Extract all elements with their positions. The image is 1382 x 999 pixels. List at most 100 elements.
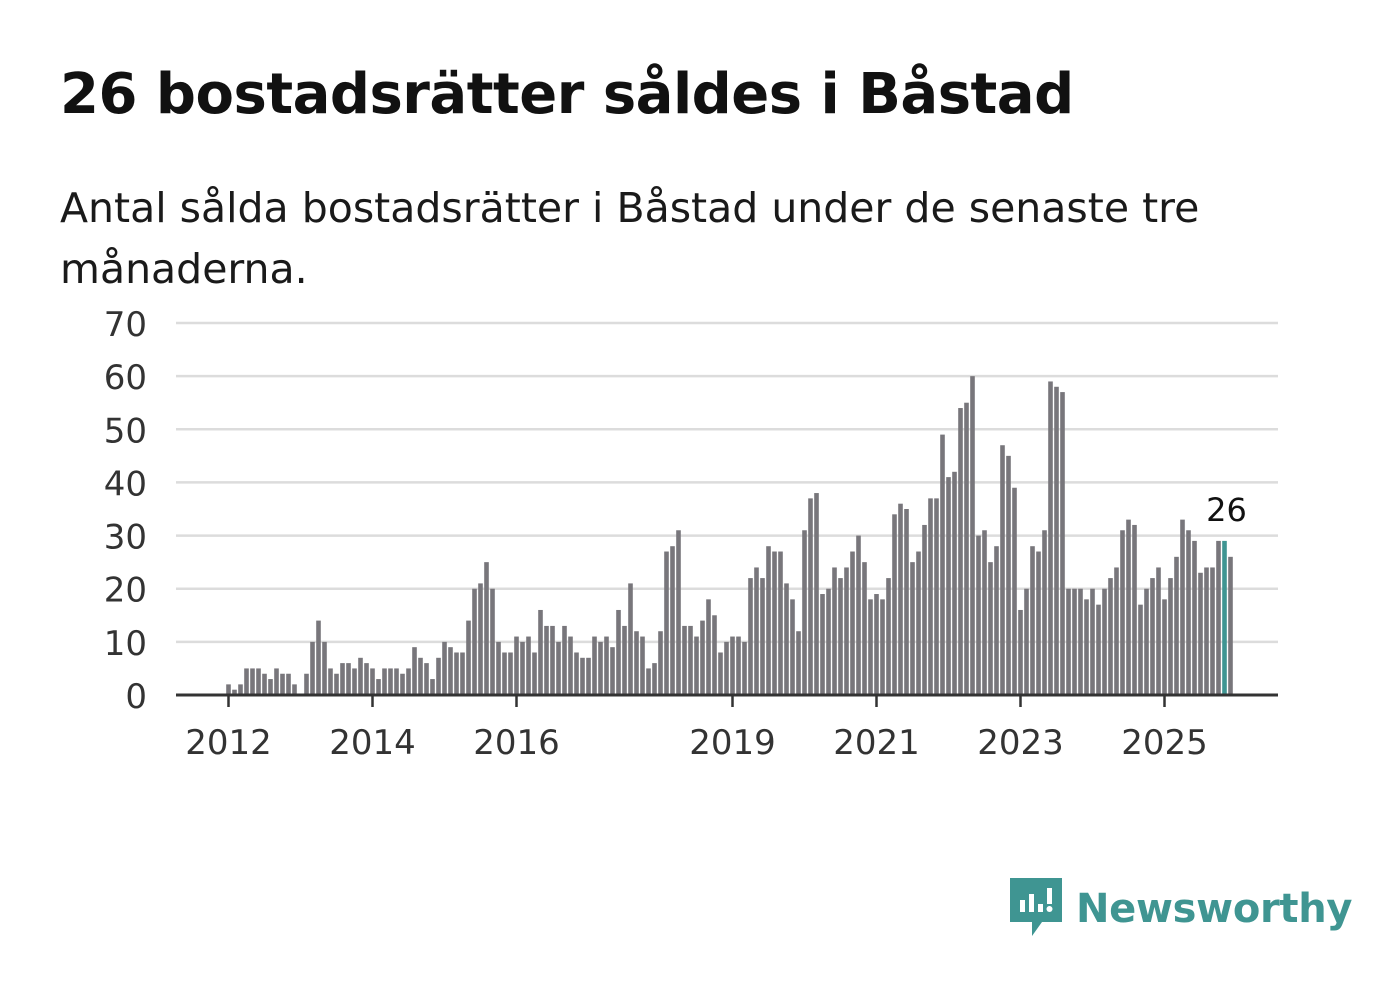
bar — [334, 673, 339, 695]
bar — [1072, 588, 1077, 695]
y-tick-label: 50 — [104, 411, 147, 451]
bar — [598, 641, 603, 695]
bar — [706, 599, 711, 695]
bar — [898, 503, 903, 695]
brand-name: Newsworthy — [1076, 886, 1353, 932]
bar — [1000, 445, 1005, 695]
bar — [226, 684, 231, 695]
bar — [418, 657, 423, 695]
bar — [742, 641, 747, 695]
bar — [1126, 519, 1131, 695]
bar — [256, 668, 261, 695]
bar — [436, 657, 441, 695]
bar — [592, 636, 597, 695]
bar — [346, 663, 351, 695]
bar — [1066, 588, 1071, 695]
bar — [610, 647, 615, 695]
bar — [646, 668, 651, 695]
bar — [616, 609, 621, 695]
bar — [802, 530, 807, 695]
bar — [586, 657, 591, 695]
bar — [358, 657, 363, 695]
bar — [292, 684, 297, 695]
bar — [934, 498, 939, 695]
bar — [328, 668, 333, 695]
bar — [1156, 567, 1161, 695]
bar — [1024, 588, 1029, 695]
bar — [532, 652, 537, 695]
bar — [1114, 567, 1119, 695]
newsworthy-icon — [1010, 878, 1062, 936]
bar — [1174, 556, 1179, 695]
bar — [814, 493, 819, 695]
bar — [604, 636, 609, 695]
bar — [808, 498, 813, 695]
bar — [280, 673, 285, 695]
bar — [556, 641, 561, 695]
y-tick-label: 20 — [104, 571, 147, 611]
bar — [1084, 599, 1089, 695]
bar — [634, 631, 639, 695]
bar — [928, 498, 933, 695]
bar — [1030, 546, 1035, 695]
bar — [1090, 588, 1095, 695]
bar-chart: 0 10 20 30 40 50 60 70 2012 2014 2016 2019 2021 2023… — [104, 305, 1278, 763]
bar — [700, 620, 705, 695]
bar — [1012, 487, 1017, 695]
bar — [964, 402, 969, 695]
bar — [286, 673, 291, 695]
bar — [724, 641, 729, 695]
bar — [268, 679, 273, 695]
bar — [988, 562, 993, 695]
bar — [946, 477, 951, 695]
bar — [364, 663, 369, 695]
bar — [952, 471, 957, 695]
bar — [520, 641, 525, 695]
bar — [760, 578, 765, 695]
bar — [340, 663, 345, 695]
bar — [892, 514, 897, 695]
y-tick-label: 70 — [104, 305, 147, 345]
bar — [856, 535, 861, 695]
bar — [394, 668, 399, 695]
bar — [574, 652, 579, 695]
y-tick-label: 0 — [125, 677, 147, 717]
x-tick-label: 2016 — [473, 723, 560, 763]
bar — [1060, 392, 1065, 695]
bar — [1036, 551, 1041, 695]
bar — [982, 530, 987, 695]
bar — [1186, 530, 1191, 695]
x-tick-label: 2012 — [185, 723, 272, 763]
bar — [838, 578, 843, 695]
bar — [652, 663, 657, 695]
bar — [382, 668, 387, 695]
bar — [538, 609, 543, 695]
bar — [1204, 567, 1209, 695]
bar — [670, 546, 675, 695]
bar — [790, 599, 795, 695]
bar — [820, 594, 825, 695]
y-tick-label: 40 — [104, 464, 147, 504]
bar — [460, 652, 465, 695]
bar — [778, 551, 783, 695]
bar — [1180, 519, 1185, 695]
bar — [400, 673, 405, 695]
bar — [454, 652, 459, 695]
annotations: 26 — [1206, 491, 1247, 529]
bar — [694, 636, 699, 695]
x-tick-label: 2023 — [977, 723, 1064, 763]
bar — [1054, 386, 1059, 695]
bar — [550, 625, 555, 695]
y-tick-label: 10 — [104, 624, 147, 664]
bar — [664, 551, 669, 695]
bar — [508, 652, 513, 695]
highlight-value-label: 26 — [1206, 491, 1247, 529]
y-tick-label: 60 — [104, 358, 147, 398]
bar — [862, 562, 867, 695]
bar — [448, 647, 453, 695]
bar — [832, 567, 837, 695]
bar — [466, 620, 471, 695]
bar — [262, 673, 267, 695]
bar — [712, 615, 717, 695]
bar — [682, 625, 687, 695]
